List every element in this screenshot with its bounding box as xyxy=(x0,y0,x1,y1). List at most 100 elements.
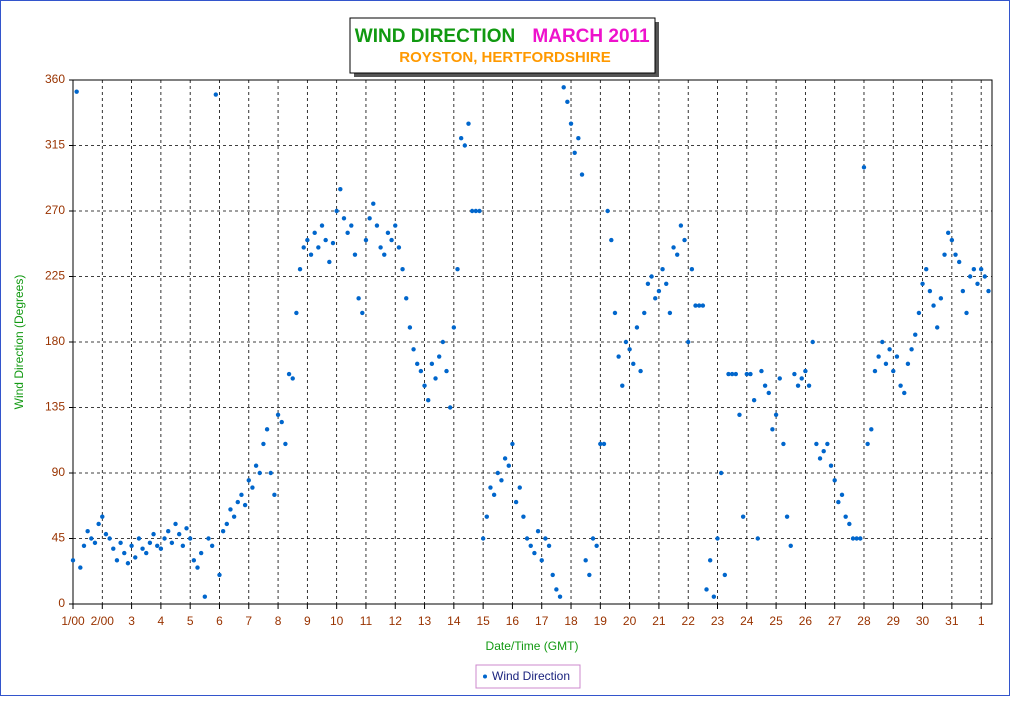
data-point xyxy=(660,267,665,272)
data-point xyxy=(491,492,497,498)
data-point xyxy=(836,499,841,505)
y-tick-label: 45 xyxy=(52,531,66,545)
data-point xyxy=(755,536,760,541)
data-point xyxy=(396,245,402,250)
data-point xyxy=(546,543,552,548)
data-point xyxy=(436,354,442,359)
data-point xyxy=(561,85,566,90)
chart-subtitle: ROYSTON, HERTFORDSHIRE xyxy=(399,49,610,66)
data-point xyxy=(415,361,420,367)
data-point xyxy=(155,543,160,548)
data-point xyxy=(854,536,859,541)
data-point xyxy=(312,230,317,236)
data-point xyxy=(297,267,303,272)
data-point xyxy=(616,354,621,359)
x-tick-label: 23 xyxy=(711,614,725,628)
data-point xyxy=(700,303,706,308)
data-point xyxy=(382,252,387,257)
data-point xyxy=(653,296,658,301)
data-point xyxy=(308,252,314,257)
data-point xyxy=(627,347,632,352)
data-point xyxy=(598,441,603,447)
data-point xyxy=(759,368,764,374)
data-point xyxy=(847,521,852,527)
data-point xyxy=(111,546,116,551)
data-point xyxy=(78,565,83,570)
data-point xyxy=(557,594,563,599)
x-tick-label: 25 xyxy=(769,614,783,628)
title-box xyxy=(349,17,656,74)
data-point xyxy=(902,390,907,396)
data-point xyxy=(286,371,292,377)
x-axis-title: Date/Time (GMT) xyxy=(486,639,579,653)
data-point xyxy=(147,540,153,546)
data-point xyxy=(169,540,175,546)
data-point xyxy=(579,172,585,177)
data-point xyxy=(718,470,724,476)
data-point xyxy=(817,456,823,461)
data-point xyxy=(656,288,662,294)
data-point xyxy=(795,383,801,388)
data-point xyxy=(631,361,636,367)
data-point xyxy=(583,558,588,563)
data-point xyxy=(499,478,504,483)
data-point xyxy=(502,456,508,461)
data-point xyxy=(279,419,284,425)
x-tick-label: 4 xyxy=(158,614,165,628)
data-point xyxy=(162,536,167,541)
y-tick-label: 90 xyxy=(52,465,66,479)
data-point xyxy=(356,296,361,301)
data-point xyxy=(664,281,669,286)
data-point xyxy=(737,412,742,417)
data-point xyxy=(623,339,629,345)
data-point xyxy=(458,136,464,141)
data-point xyxy=(572,150,577,155)
data-point xyxy=(909,347,914,352)
data-point xyxy=(704,587,709,592)
data-point xyxy=(224,521,230,527)
data-point xyxy=(861,165,867,170)
x-tick-label: 5 xyxy=(187,614,194,628)
data-point xyxy=(323,237,328,243)
data-point xyxy=(953,252,958,257)
data-point xyxy=(693,303,698,308)
data-point xyxy=(349,223,354,228)
data-point xyxy=(880,339,885,345)
legend-label: Wind Direction xyxy=(492,669,570,683)
data-point xyxy=(176,531,182,537)
data-point xyxy=(967,274,973,279)
data-point xyxy=(96,521,101,527)
y-tick-label: 135 xyxy=(45,400,65,414)
data-point xyxy=(964,310,969,316)
data-point xyxy=(594,543,599,548)
data-point xyxy=(986,288,991,294)
data-point xyxy=(290,376,295,381)
data-point xyxy=(891,368,896,374)
data-point xyxy=(707,558,713,563)
x-tick-label: 14 xyxy=(447,614,461,628)
data-point xyxy=(488,485,493,490)
data-point xyxy=(839,492,845,498)
data-point xyxy=(729,371,735,377)
data-point xyxy=(191,558,197,563)
x-tick-label: 12 xyxy=(389,614,403,628)
data-point xyxy=(799,376,804,381)
data-point xyxy=(220,529,226,534)
x-tick-label: 11 xyxy=(360,614,373,628)
data-point xyxy=(74,89,79,94)
data-point xyxy=(385,230,391,236)
data-point xyxy=(360,310,365,316)
data-point xyxy=(81,543,87,548)
y-tick-label: 225 xyxy=(45,269,65,283)
data-point xyxy=(554,587,559,592)
data-point xyxy=(100,514,105,519)
data-point xyxy=(506,463,511,468)
data-point xyxy=(198,550,204,556)
data-point xyxy=(367,216,372,221)
data-point xyxy=(935,325,940,330)
data-point xyxy=(451,325,457,330)
data-point xyxy=(429,361,435,367)
data-point xyxy=(140,546,145,551)
data-point xyxy=(821,448,826,454)
data-point xyxy=(642,310,647,316)
